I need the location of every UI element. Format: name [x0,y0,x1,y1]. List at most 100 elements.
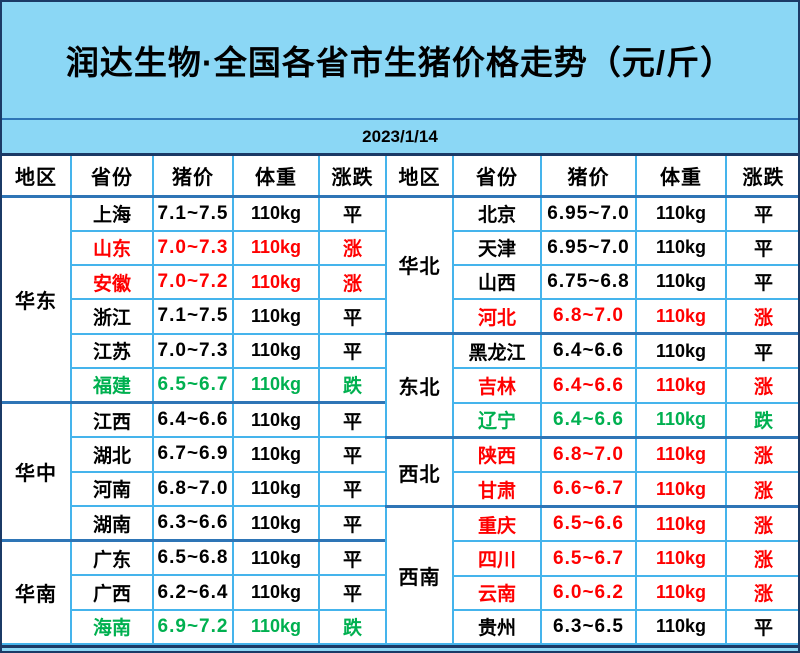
price-cell: 6.3~6.5 [540,608,637,645]
column-header-price: 猪价 [152,156,234,198]
trend-cell: 平 [318,504,387,542]
price-cell: 6.5~6.7 [540,540,637,577]
province-cell: 四川 [452,540,542,577]
weight-cell: 110kg [232,401,320,439]
trend-cell: 平 [318,436,387,473]
province-cell: 北京 [452,194,542,232]
weight-cell: 110kg [232,539,320,577]
table-row: 湖北 6.7~6.9 110kg 平 [2,436,387,473]
trend-cell: 跌 [318,366,387,404]
weight-cell: 110kg [635,367,727,404]
weight-cell: 110kg [635,574,727,611]
price-cell: 7.0~7.2 [152,264,234,301]
trend-cell: 跌 [318,608,387,645]
table-row: 云南 6.0~6.2 110kg 涨 [386,574,798,611]
trend-cell: 平 [318,574,387,611]
weight-cell: 110kg [635,540,727,577]
table-row: 湖南 6.3~6.6 110kg 平 [2,504,387,542]
weight-cell: 110kg [232,436,320,473]
weight-cell: 110kg [635,229,727,266]
weight-cell: 110kg [232,298,320,335]
trend-cell: 涨 [318,264,387,301]
table-row: 东北 黑龙江 6.4~6.6 110kg 平 [385,332,798,439]
weight-cell: 110kg [635,505,727,543]
price-cell: 6.4~6.6 [540,401,637,439]
page-title-text: 润达生物·全国各省市生猪价格走势（元/斤） [65,44,735,81]
table-row: 广西 6.2~6.4 110kg 平 [2,574,387,611]
trend-cell: 平 [318,298,387,335]
table-row: 天津 6.95~7.0 110kg 平 [386,229,798,266]
region-cell: 华南 [2,539,72,645]
weight-cell: 110kg [635,471,727,508]
column-header-weight: 体重 [232,156,320,198]
header-row: 地区 省份 猪价 体重 涨跌 [2,156,387,198]
province-cell: 广西 [70,574,154,611]
price-table-right: 地区 省份 猪价 体重 涨跌 华北 北京 6.95~7.0 110kg 平天津 6.95~… [385,156,798,645]
weight-cell: 110kg [232,608,320,645]
table-row: 江苏 7.0~7.3 110kg 平 [2,332,387,369]
page-title: 润达生物·全国各省市生猪价格走势（元/斤） [2,2,798,120]
price-cell: 6.75~6.8 [540,263,637,301]
price-cell: 7.0~7.3 [152,332,234,369]
province-cell: 辽宁 [452,401,542,439]
province-cell: 江苏 [70,332,154,369]
province-cell: 山东 [70,229,154,267]
province-cell: 海南 [70,608,154,645]
price-cell: 6.8~7.0 [540,298,637,335]
weight-cell: 110kg [232,470,320,507]
province-cell: 河南 [70,470,154,507]
price-table-body-left: 华东 上海 7.1~7.5 110kg 平山东 7.0~7.3 110kg 涨安徽 7.0~7.… [2,194,387,645]
weight-cell: 110kg [232,574,320,611]
price-cell: 6.95~7.0 [540,229,637,266]
table-row: 浙江 7.1~7.5 110kg 平 [2,298,387,335]
date-bar: 2023/1/14 [2,120,798,156]
trend-cell: 平 [318,539,387,577]
table-row: 华东 上海 7.1~7.5 110kg 平 [2,194,387,404]
trend-cell: 平 [725,194,798,232]
province-cell: 河北 [452,298,542,335]
weight-cell: 110kg [232,264,320,301]
trend-cell: 涨 [725,298,798,335]
region-cell: 华北 [385,194,454,335]
weight-cell: 110kg [232,194,320,232]
trend-cell: 平 [725,263,798,301]
price-cell: 6.3~6.6 [152,504,234,542]
price-cell: 7.1~7.5 [152,194,234,232]
weight-cell: 110kg [635,332,727,370]
date-text: 2023/1/14 [362,126,438,146]
region-cell: 西南 [385,505,454,645]
province-cell: 广东 [70,539,154,577]
trend-cell: 涨 [725,435,798,474]
province-cell: 福建 [70,366,154,404]
table-row: 福建 6.5~6.7 110kg 跌 [2,366,387,404]
price-cell: 6.95~7.0 [540,194,637,232]
trend-cell: 平 [318,470,387,507]
table-row: 华北 北京 6.95~7.0 110kg 平 [385,194,798,335]
province-cell: 湖南 [70,504,154,542]
table-row: 甘肃 6.6~6.7 110kg 涨 [386,471,798,508]
price-table-body-right: 华北 北京 6.95~7.0 110kg 平天津 6.95~7.0 110kg 平山西 6.75… [385,194,798,645]
price-cell: 6.8~7.0 [540,435,637,474]
trend-cell: 平 [318,332,387,369]
weight-cell: 110kg [232,332,320,369]
price-tables: 地区 省份 猪价 体重 涨跌 华东 上海 7.1~7.5 110kg 平山东 7.0~7.… [2,156,798,648]
region-cell: 西北 [385,435,454,508]
table-row: 华中 江西 6.4~6.6 110kg 平 [2,401,387,542]
column-header-trend: 涨跌 [725,156,798,198]
region-cell: 东北 [385,332,454,439]
column-header-province: 省份 [452,156,542,198]
column-header-weight: 体重 [635,156,727,198]
price-cell: 6.5~6.7 [152,366,234,404]
price-cell: 6.5~6.8 [152,539,234,577]
province-cell: 黑龙江 [452,332,542,370]
trend-cell: 涨 [725,540,798,577]
price-cell: 6.8~7.0 [152,470,234,507]
price-cell: 6.4~6.6 [152,401,234,439]
province-cell: 上海 [70,194,154,232]
trend-cell: 平 [318,401,387,439]
trend-cell: 跌 [725,401,798,439]
trend-cell: 平 [725,229,798,266]
column-header-region: 地区 [385,156,454,198]
price-cell: 7.0~7.3 [152,229,234,267]
weight-cell: 110kg [635,608,727,645]
